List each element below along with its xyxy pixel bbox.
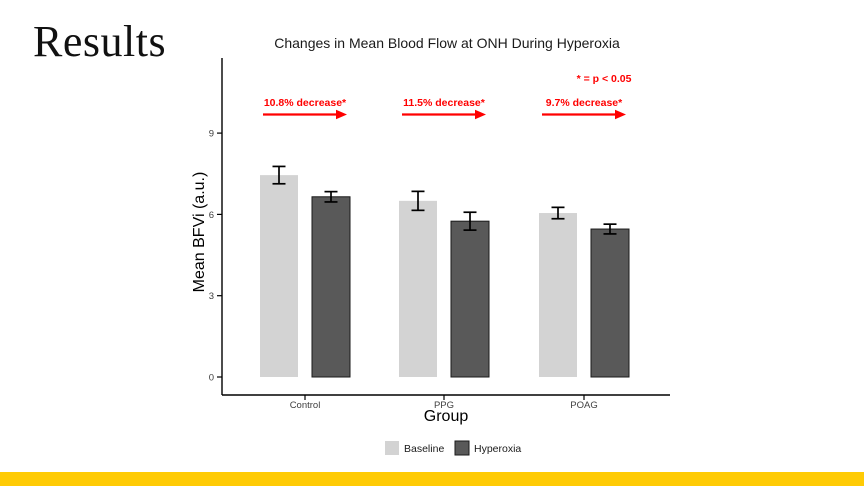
y-tick-label: 3 — [209, 291, 214, 302]
slide-title: Results — [33, 17, 167, 66]
bar-hyperoxia-ppg — [450, 220, 490, 378]
annotation-ppg: 11.5% decrease* — [403, 97, 486, 109]
bar-hyperoxia-poag — [590, 228, 630, 378]
x-tick-label-poag: POAG — [570, 400, 597, 411]
y-tick-label: 6 — [209, 210, 214, 221]
y-axis-title: Mean BFVi (a.u.) — [191, 172, 208, 293]
legend-swatch-baseline — [385, 441, 399, 455]
legend-label-hyperoxia: Hyperoxia — [474, 443, 521, 455]
annotation-arrowhead — [615, 109, 626, 120]
significance-note: * = p < 0.05 — [577, 73, 632, 85]
annotation-arrowhead — [336, 109, 347, 120]
x-tick-label-ppg: PPG — [434, 400, 454, 411]
bar-baseline-poag — [539, 213, 577, 377]
legend-label-baseline: Baseline — [404, 443, 444, 455]
bar-baseline-control — [260, 175, 298, 377]
annotation-poag: 9.7% decrease* — [546, 97, 623, 109]
accent-bar — [0, 472, 864, 486]
y-tick-label: 0 — [209, 373, 214, 384]
x-axis-title: Group — [424, 408, 469, 425]
legend-swatch-hyperoxia — [454, 440, 470, 456]
bar-baseline-ppg — [399, 200, 437, 377]
bar-hyperoxia-control — [311, 196, 351, 378]
x-tick-label-control: Control — [290, 400, 321, 411]
chart-title: Changes in Mean Blood Flow at ONH During… — [274, 35, 620, 51]
annotation-arrowhead — [475, 109, 486, 120]
y-tick-label: 9 — [209, 129, 214, 140]
annotation-control: 10.8% decrease* — [264, 97, 347, 109]
